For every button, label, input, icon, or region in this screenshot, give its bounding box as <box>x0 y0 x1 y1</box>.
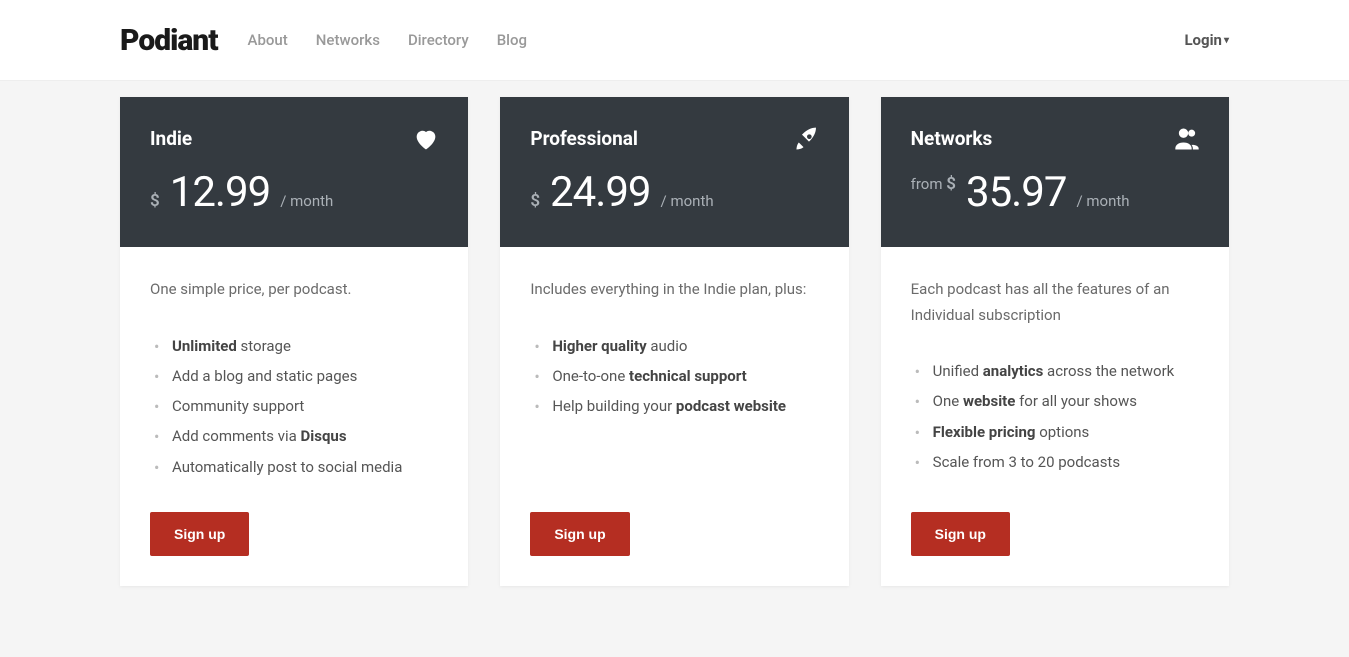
period: / month <box>661 192 714 210</box>
feature-item: Unlimited storage <box>150 331 438 361</box>
login-label: Login <box>1184 31 1222 49</box>
nav-networks[interactable]: Networks <box>316 31 380 49</box>
chevron-down-icon: ▾ <box>1224 35 1229 46</box>
price: 35.97 <box>966 168 1067 217</box>
feature-item: Add a blog and static pages <box>150 361 438 391</box>
feature-list: Higher quality audioOne-to-one technical… <box>530 331 818 422</box>
main-nav: About Networks Directory Blog <box>248 31 1185 49</box>
plan-card-professional: Professional $ 24.99 / month Includes ev… <box>500 97 848 586</box>
pricing-row: Indie $ 12.99 / month One simple price, … <box>0 81 1349 626</box>
feature-item: One website for all your shows <box>911 386 1199 416</box>
signup-button[interactable]: Sign up <box>911 512 1010 556</box>
users-icon <box>1173 125 1201 153</box>
header: Podiant About Networks Directory Blog Lo… <box>0 0 1349 81</box>
period: / month <box>280 192 333 210</box>
price-line: from $ 35.97 / month <box>911 168 1199 217</box>
currency: $ <box>946 174 956 194</box>
plan-header: Professional $ 24.99 / month <box>500 97 848 247</box>
signup-button[interactable]: Sign up <box>530 512 629 556</box>
login-dropdown[interactable]: Login ▾ <box>1184 31 1229 49</box>
plan-header: Networks from $ 35.97 / month <box>881 97 1229 247</box>
price: 12.99 <box>170 168 271 217</box>
plan-body: Includes everything in the Indie plan, p… <box>500 247 848 586</box>
feature-item: One-to-one technical support <box>530 361 818 391</box>
plan-desc: Each podcast has all the features of an … <box>911 277 1199 328</box>
feature-item: Help building your podcast website <box>530 391 818 421</box>
plan-name: Professional <box>530 127 818 150</box>
plan-desc: Includes everything in the Indie plan, p… <box>530 277 818 303</box>
nav-directory[interactable]: Directory <box>408 31 469 49</box>
price-line: $ 24.99 / month <box>530 168 818 217</box>
nav-about[interactable]: About <box>248 31 288 49</box>
feature-item: Add comments via Disqus <box>150 421 438 451</box>
feature-item: Flexible pricing options <box>911 417 1199 447</box>
feature-item: Higher quality audio <box>530 331 818 361</box>
plan-desc: One simple price, per podcast. <box>150 277 438 303</box>
feature-item: Scale from 3 to 20 podcasts <box>911 447 1199 477</box>
plan-card-networks: Networks from $ 35.97 / month Each podca… <box>881 97 1229 586</box>
nav-blog[interactable]: Blog <box>497 31 527 49</box>
plan-body: Each podcast has all the features of an … <box>881 247 1229 586</box>
feature-list: Unified analytics across the networkOne … <box>911 356 1199 477</box>
feature-list: Unlimited storageAdd a blog and static p… <box>150 331 438 482</box>
rocket-icon <box>793 125 821 153</box>
price-line: $ 12.99 / month <box>150 168 438 217</box>
currency: $ <box>150 191 160 211</box>
feature-item: Unified analytics across the network <box>911 356 1199 386</box>
period: / month <box>1076 192 1129 210</box>
feature-item: Community support <box>150 391 438 421</box>
plan-card-indie: Indie $ 12.99 / month One simple price, … <box>120 97 468 586</box>
heart-icon <box>412 125 440 153</box>
brand-logo[interactable]: Podiant <box>120 23 218 58</box>
plan-body: One simple price, per podcast. Unlimited… <box>120 247 468 586</box>
currency: $ <box>530 191 540 211</box>
plan-header: Indie $ 12.99 / month <box>120 97 468 247</box>
signup-button[interactable]: Sign up <box>150 512 249 556</box>
plan-name: Networks <box>911 127 1199 150</box>
plan-name: Indie <box>150 127 438 150</box>
price-prefix: from $ <box>911 174 956 194</box>
price: 24.99 <box>550 168 651 217</box>
feature-item: Automatically post to social media <box>150 452 438 482</box>
